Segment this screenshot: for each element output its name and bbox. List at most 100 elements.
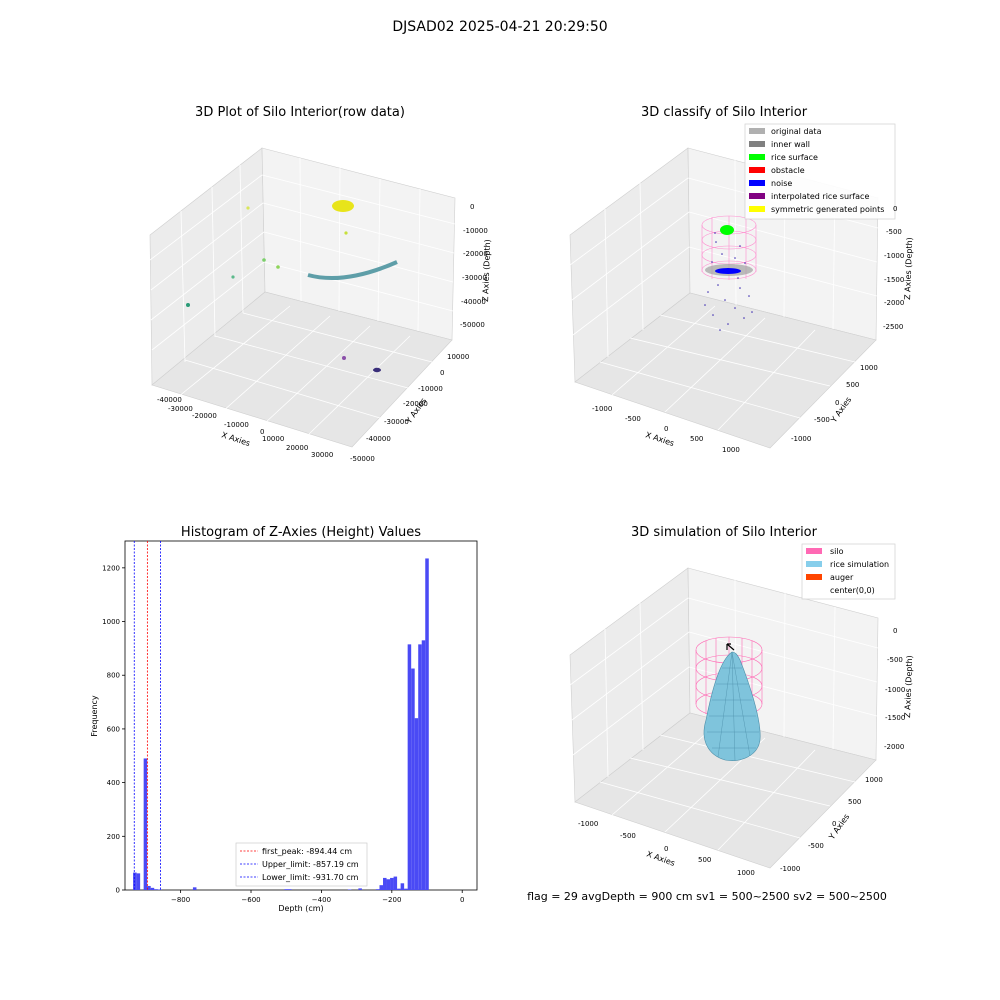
histogram-bar	[390, 877, 394, 890]
svg-text:-2000: -2000	[884, 299, 904, 307]
svg-text:-40000: -40000	[366, 435, 391, 443]
classify-noise-cluster	[715, 268, 741, 274]
raw-point	[276, 265, 280, 269]
ytick-label: 600	[107, 725, 120, 733]
svg-text:0: 0	[260, 428, 264, 436]
svg-text:rice surface: rice surface	[771, 153, 818, 162]
ytick-label: 200	[107, 833, 120, 841]
svg-text:-10000: -10000	[418, 385, 443, 393]
histogram-bar	[404, 888, 408, 890]
histogram-bars	[133, 558, 429, 890]
raw-arc-wall	[307, 260, 398, 281]
svg-text:-500: -500	[625, 415, 641, 423]
xtick-label: −400	[312, 896, 331, 904]
svg-text:500: 500	[846, 381, 859, 389]
legend-entry: center(0,0)	[830, 586, 875, 595]
histogram-bar	[147, 885, 151, 890]
histogram-bar	[287, 889, 292, 890]
svg-text:auger: auger	[830, 573, 854, 582]
simulation-zlabel: Z Axies (Depth)	[903, 655, 914, 718]
histogram-bar	[157, 889, 162, 890]
classify-floor-pane	[574, 292, 877, 449]
raw-point	[246, 206, 250, 210]
histogram-bar	[421, 640, 426, 890]
histogram-xticks: −800 −600 −400 −200 0	[171, 890, 464, 904]
svg-text:-1000: -1000	[780, 865, 800, 873]
histogram-bar	[407, 644, 412, 890]
histogram-xlabel: Depth (cm)	[278, 904, 323, 913]
svg-text:500: 500	[848, 798, 861, 806]
simulation-floor-pane	[574, 712, 877, 869]
legend-entry: auger	[806, 573, 854, 582]
legend-entry: interpolated rice surface	[749, 192, 869, 201]
svg-text:-10000: -10000	[224, 421, 249, 429]
svg-text:0: 0	[835, 399, 839, 407]
svg-text:500: 500	[698, 856, 711, 864]
simulation-ylabel: Y Axies	[827, 812, 852, 842]
raw-xticks: -40000 -30000 -20000 -10000 0 10000 2000…	[157, 396, 333, 459]
svg-text:rice simulation: rice simulation	[830, 560, 889, 569]
histogram-bar	[375, 889, 380, 890]
ytick-label: 1000	[102, 618, 120, 626]
raw-point	[186, 303, 190, 307]
simulation-xticks: -1000 -500 0 500 1000	[578, 820, 755, 877]
svg-text:interpolated rice surface: interpolated rice surface	[771, 192, 869, 201]
simulation-auger-arrow	[726, 643, 735, 651]
classify-xlabel: X Axies	[644, 430, 675, 448]
histogram-reference-lines	[133, 541, 161, 890]
svg-text:-30000: -30000	[384, 418, 409, 426]
ytick-label: 0	[116, 887, 120, 895]
histogram-legend: first_peak: -894.44 cm Upper_limit: -857…	[235, 842, 368, 887]
svg-text:-1000: -1000	[592, 405, 612, 413]
svg-text:-500: -500	[814, 416, 830, 424]
classify-rice-surface	[720, 225, 734, 235]
legend-entry: original data	[749, 127, 822, 136]
classify-legend: original data inner wall rice surface ob…	[744, 123, 896, 220]
raw-zlabel: Z Axies (Depth)	[481, 239, 492, 302]
figure-suptitle: DJSAD02 2025-04-21 20:29:50	[392, 19, 607, 35]
svg-text:-20000: -20000	[403, 400, 428, 408]
svg-text:center(0,0): center(0,0)	[830, 586, 875, 595]
panel-raw-title: 3D Plot of Silo Interior(row data)	[195, 105, 405, 120]
histogram-bar	[358, 888, 362, 890]
svg-text:symmetric generated points: symmetric generated points	[771, 205, 884, 214]
svg-text:-30000: -30000	[168, 405, 193, 413]
svg-text:obstacle: obstacle	[771, 166, 805, 175]
svg-text:-1000: -1000	[578, 820, 598, 828]
svg-text:-40000: -40000	[157, 396, 182, 404]
histogram-bar	[418, 644, 422, 890]
simulation-title: 3D simulation of Silo Interior	[631, 525, 818, 540]
simulation-xlabel: X Axies	[645, 849, 676, 868]
histogram-yticks: 0 200 400 600 800 1000 1200	[102, 564, 125, 895]
xtick-label: −800	[171, 896, 190, 904]
histogram-bar	[133, 872, 137, 890]
svg-text:10000: 10000	[262, 435, 284, 443]
simulation-zticks: 0 -500 -1000 -1500 -2000	[884, 627, 905, 751]
histogram-ylabel: Frequency	[90, 695, 99, 737]
histogram-bar	[136, 873, 141, 890]
svg-text:-1000: -1000	[884, 252, 904, 260]
svg-text:-2500: -2500	[883, 323, 903, 331]
histogram-bar	[411, 668, 415, 890]
histogram-bar	[347, 889, 352, 890]
svg-text:1000: 1000	[860, 364, 878, 372]
raw-point	[231, 275, 235, 279]
svg-text:1000: 1000	[737, 869, 755, 877]
classify-ylabel: Y Axies	[829, 395, 854, 425]
svg-text:0: 0	[832, 820, 836, 828]
svg-text:-20000: -20000	[463, 250, 488, 258]
svg-text:-50000: -50000	[460, 321, 485, 329]
svg-text:0: 0	[893, 627, 897, 635]
raw-point	[342, 356, 346, 360]
legend-entry: Lower_limit: -931.70 cm	[240, 873, 359, 882]
classify-yticks: -1000 -500 0 500 1000	[791, 364, 878, 443]
raw-point	[344, 231, 348, 235]
legend-entry: first_peak: -894.44 cm	[240, 847, 352, 856]
histogram-bar	[284, 889, 288, 890]
raw-yticks: -50000 -40000 -30000 -20000 -10000 0 100…	[350, 353, 469, 463]
histogram-bar	[143, 758, 148, 890]
svg-text:-500: -500	[887, 656, 903, 664]
classify-noise-points	[704, 232, 753, 331]
svg-text:20000: 20000	[286, 444, 308, 452]
